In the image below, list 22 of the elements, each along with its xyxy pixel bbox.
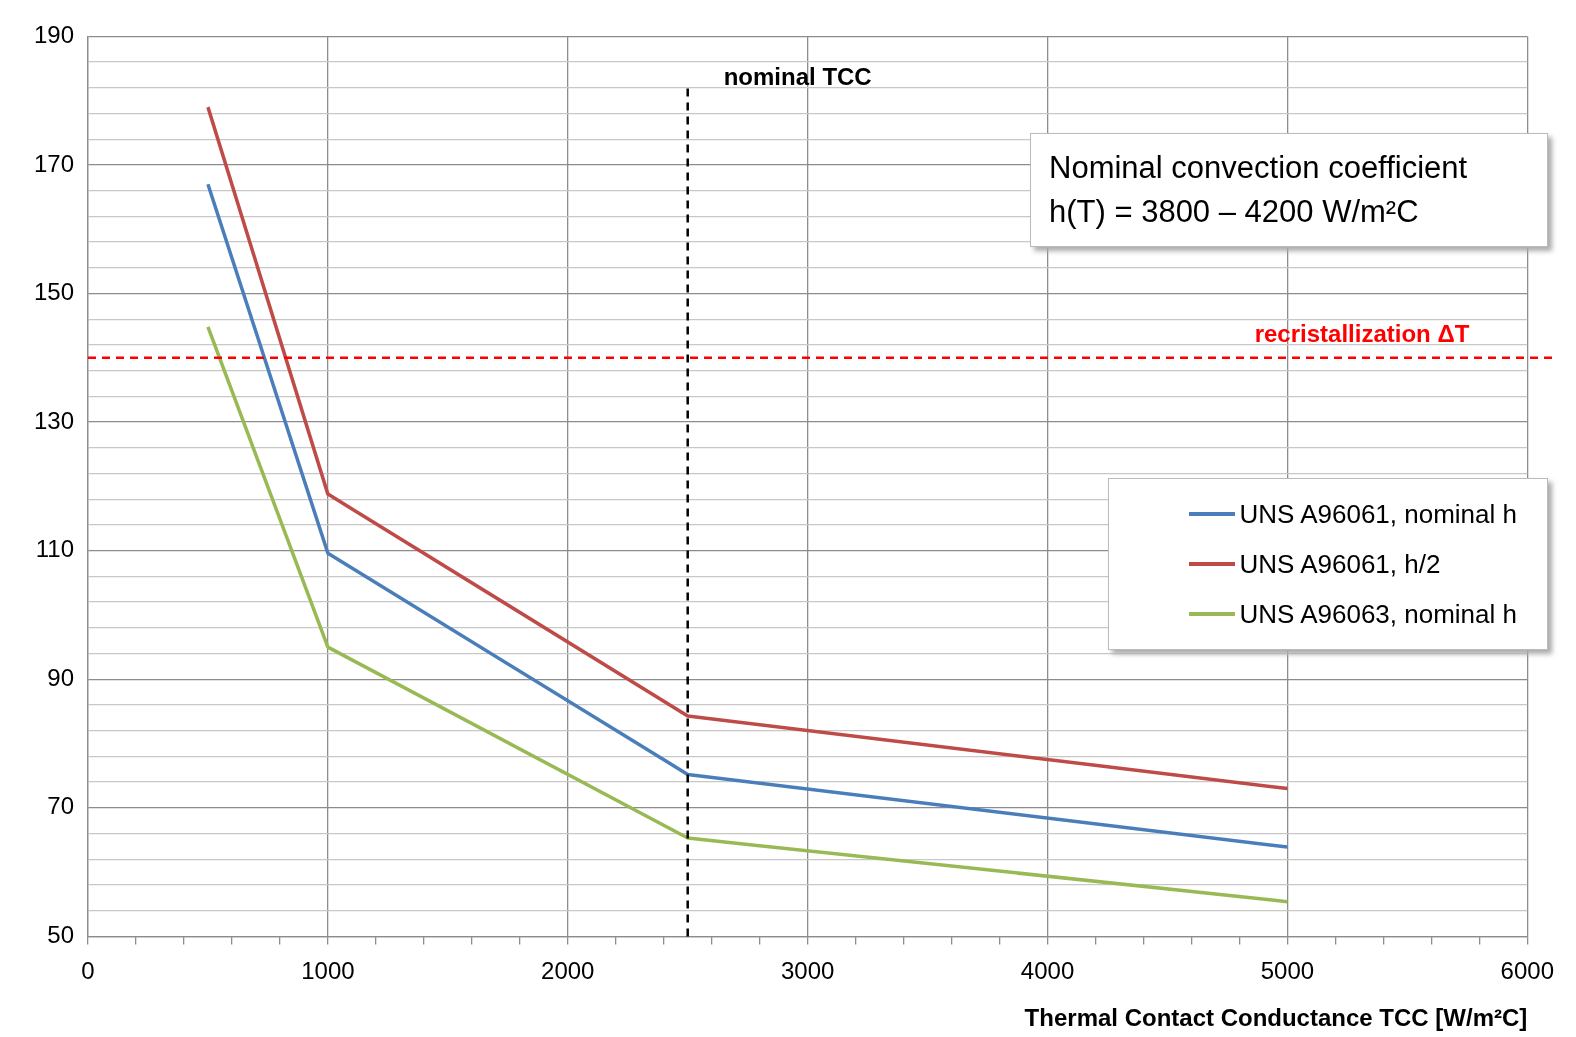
x-tick-label: 2000	[541, 957, 595, 985]
ref-line-label: nominal TCC	[723, 63, 872, 91]
x-tick-label: 4000	[1020, 957, 1075, 985]
x-tick-label: 5000	[1260, 957, 1315, 985]
legend-label: UNS A96061, nominal h	[1239, 498, 1517, 530]
y-tick-label: 170	[33, 149, 74, 177]
x-tick-label: 1000	[301, 957, 355, 985]
y-tick-label: 110	[35, 535, 74, 563]
ref-line-label: recristallization ΔT	[1254, 320, 1470, 348]
y-tick-label: 150	[33, 278, 74, 306]
y-tick-label: 70	[47, 792, 74, 820]
legend-label: UNS A96063, nominal h	[1239, 598, 1517, 630]
note-box: Nominal convection coefficient h(T) = 3800 – 4200 W/m²C	[1030, 133, 1548, 247]
y-tick-label: 50	[47, 921, 74, 949]
x-tick-label: 6000	[1500, 957, 1554, 985]
y-tick-label: 190	[33, 21, 74, 49]
x-tick-label: 0	[81, 957, 95, 985]
y-tick-label: 90	[47, 663, 74, 691]
x-axis-title: Thermal Contact Conductance TCC [W/m²C]	[1024, 1004, 1528, 1032]
legend-label: UNS A96061, h/2	[1239, 548, 1441, 580]
y-tick-label: 130	[33, 406, 74, 434]
x-tick-label: 3000	[780, 957, 835, 985]
